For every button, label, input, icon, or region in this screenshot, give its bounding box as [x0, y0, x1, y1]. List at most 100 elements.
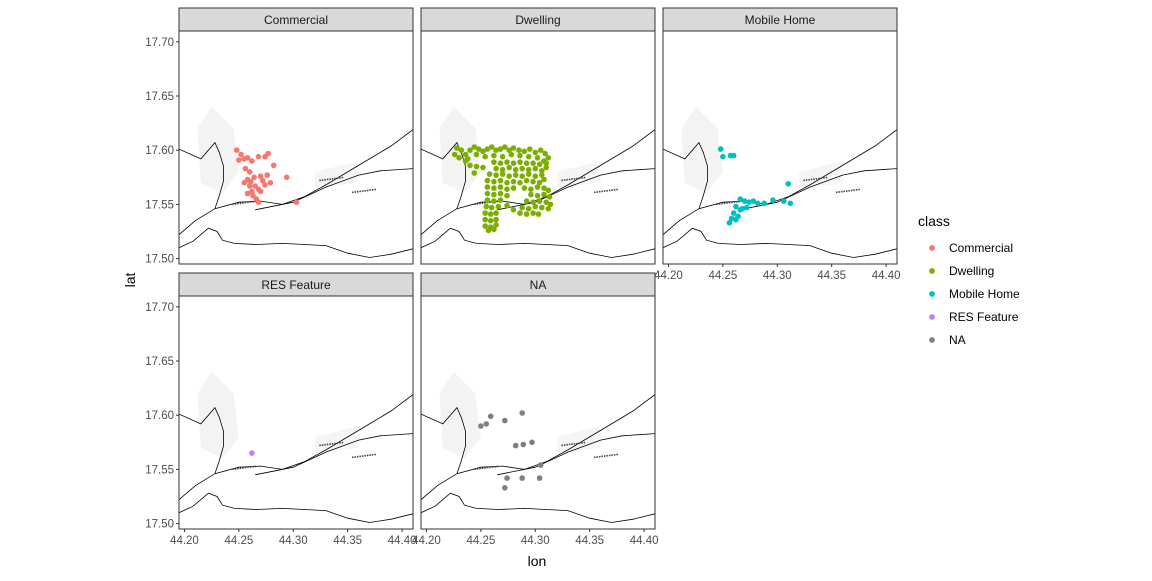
- basemap-road-label: [351, 188, 377, 194]
- data-point: [483, 421, 490, 427]
- data-point: [242, 165, 249, 172]
- basemap-road-label: [232, 200, 257, 206]
- data-point: [249, 188, 255, 195]
- data-point: [257, 173, 264, 179]
- data-point: [484, 146, 491, 152]
- data-point: [523, 211, 530, 217]
- x-tick-label: 44.40: [388, 535, 417, 547]
- legend-label: Mobile Home: [949, 287, 1020, 301]
- data-point: [471, 144, 478, 150]
- data-point: [478, 423, 484, 429]
- facet-strip-label: NA: [530, 278, 547, 292]
- data-point: [485, 227, 492, 234]
- facet-panel-border: [420, 295, 656, 530]
- data-point: [264, 172, 271, 178]
- data-point: [473, 151, 480, 158]
- data-point: [255, 153, 262, 160]
- data-point: [539, 168, 545, 174]
- data-point: [497, 146, 504, 152]
- data-point: [520, 441, 527, 448]
- data-point: [499, 171, 506, 177]
- legend-label: RES Feature: [949, 310, 1019, 324]
- data-point: [516, 147, 522, 153]
- data-point: [262, 182, 268, 188]
- basemap-road-label: [593, 188, 619, 194]
- data-point: [267, 179, 274, 186]
- facet-panel-mobile-home: Mobile Home 44.20 44.25 44.30 44.35 44.40: [654, 7, 901, 282]
- data-point: [493, 172, 499, 178]
- data-point: [512, 166, 519, 173]
- legend-items: Commercial Dwelling Mobile Home RES Feature…: [929, 241, 1020, 347]
- data-point: [499, 153, 506, 160]
- data-point: [519, 204, 525, 211]
- data-point: [536, 475, 543, 481]
- data-point: [517, 210, 523, 216]
- data-point: [746, 199, 752, 205]
- legend-label: Dwelling: [949, 264, 994, 278]
- basemap-line: [497, 433, 655, 476]
- data-point: [270, 162, 277, 169]
- data-point: [491, 226, 497, 233]
- data-point: [530, 178, 536, 185]
- basemap-line: [421, 492, 655, 523]
- basemap-line: [421, 406, 466, 474]
- data-point: [545, 155, 552, 161]
- data-point: [493, 222, 499, 228]
- y-tick-label: 17.55: [145, 199, 174, 211]
- data-point: [541, 185, 547, 191]
- data-point: [497, 197, 504, 203]
- data-point: [283, 174, 290, 181]
- basemap-road-label: [716, 200, 741, 206]
- legend: class Commercial Dwelling Mobile Home RES F…: [918, 213, 1020, 347]
- facet-strip-label: Commercial: [264, 13, 328, 27]
- basemap-line: [663, 129, 897, 236]
- data-point: [530, 199, 536, 205]
- basemap-road-label: [561, 176, 586, 182]
- data-point: [532, 203, 539, 210]
- x-tick-label: 44.30: [521, 535, 550, 547]
- data-point: [521, 148, 528, 155]
- data-point: [720, 153, 726, 160]
- data-point: [750, 198, 757, 204]
- data-point: [535, 211, 542, 217]
- data-point: [491, 178, 497, 185]
- data-point: [488, 144, 495, 150]
- data-point: [502, 144, 508, 150]
- data-point: [536, 179, 543, 186]
- basemap-shade: [799, 161, 843, 189]
- facet-strip-label: Dwelling: [515, 13, 560, 27]
- data-point: [744, 204, 750, 211]
- basemap-road-label: [351, 453, 377, 459]
- data-point: [456, 155, 462, 161]
- data-point: [504, 202, 510, 209]
- basemap-road-label: [232, 465, 257, 471]
- data-point: [542, 150, 548, 157]
- legend-title: class: [918, 213, 950, 229]
- data-point: [484, 177, 491, 184]
- legend-key: [929, 337, 935, 343]
- basemap-line: [179, 406, 224, 474]
- basemap-line: [179, 394, 413, 501]
- basemap-road-label: [319, 441, 344, 447]
- x-tick-label: 44.35: [817, 270, 846, 282]
- data-point: [488, 204, 495, 211]
- data-point: [537, 462, 544, 468]
- data-point: [545, 187, 552, 194]
- facet-plot-area: [421, 106, 655, 258]
- data-point: [539, 172, 545, 178]
- basemap-shade: [315, 426, 359, 454]
- x-tick-label: 44.25: [466, 535, 495, 547]
- data-point: [781, 198, 787, 204]
- data-point: [717, 146, 724, 152]
- data-point: [543, 199, 549, 205]
- facet-panel-na: NA 44.20 44.25 44.30 44.35 44.40: [412, 272, 659, 547]
- basemap-road-label: [593, 453, 619, 459]
- data-point: [730, 152, 737, 159]
- basemap-line: [179, 129, 413, 236]
- facet-panel-commercial: Commercial 17.50 17.55 17.60 17.65 17.70: [145, 7, 414, 266]
- data-point: [458, 147, 465, 153]
- x-tick-label: 44.20: [412, 535, 441, 547]
- data-point: [497, 177, 504, 184]
- data-point: [248, 178, 254, 185]
- facet-panel-border: [662, 30, 898, 265]
